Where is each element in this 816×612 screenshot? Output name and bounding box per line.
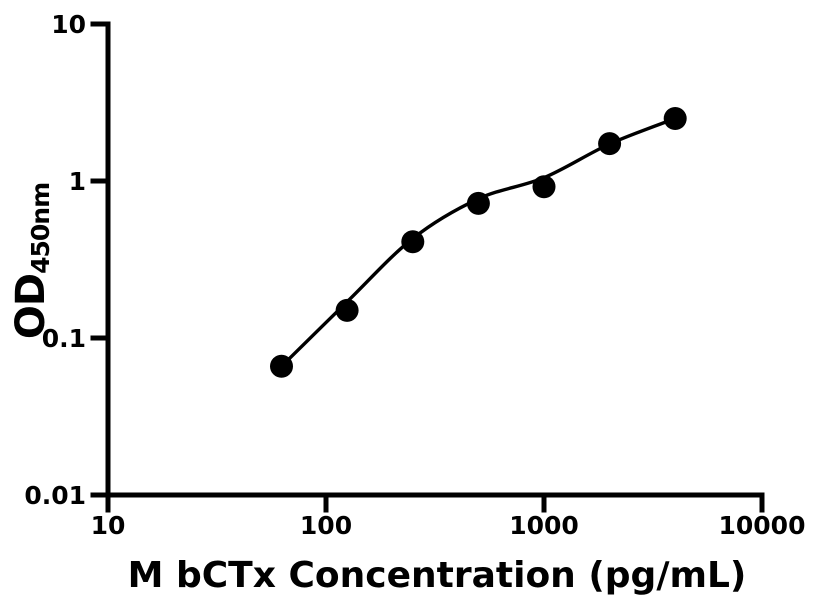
data-point-marker <box>335 298 359 322</box>
x-axis-title: M bCTx Concentration (pg/mL) <box>128 556 747 596</box>
y-tick-label: 0.01 <box>24 481 86 510</box>
x-axis-title-text: M bCTx Concentration (pg/mL) <box>127 555 747 596</box>
x-tick-label: 100 <box>300 511 352 540</box>
data-point-marker <box>270 354 293 378</box>
y-axis-title-subscript: 450nm <box>26 182 55 274</box>
data-point-marker <box>401 230 425 254</box>
y-axis-title: OD450nm <box>8 183 55 340</box>
y-tick-label: 10 <box>51 10 86 39</box>
y-tick-label: 0.1 <box>42 324 86 353</box>
fit-curve-layer <box>280 116 676 368</box>
x-tick-label: 10 <box>91 511 126 540</box>
data-point-marker <box>663 107 687 130</box>
y-tick-label: 1 <box>69 167 86 196</box>
y-axis-title-main: OD <box>8 273 54 340</box>
data-point-marker <box>466 191 490 215</box>
x-tick-label: 10000 <box>719 511 806 540</box>
fit-curve-path <box>280 116 676 368</box>
x-tick-label: 1000 <box>509 511 579 540</box>
data-points-layer <box>270 107 687 378</box>
data-point-marker <box>532 175 556 199</box>
data-point-marker <box>598 132 622 156</box>
